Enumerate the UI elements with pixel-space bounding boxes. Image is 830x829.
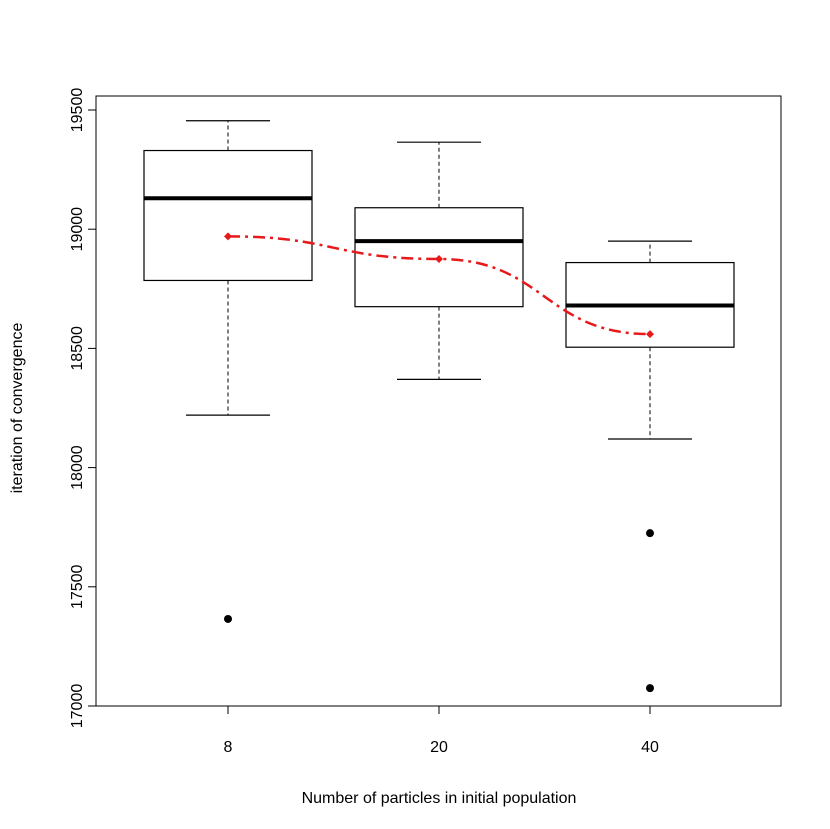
mean-line bbox=[227, 235, 651, 336]
axes-layer: 17000 17500 18000 18500 19000 19500 8 20 40 bbox=[69, 88, 659, 756]
x-tick-label: 20 bbox=[430, 739, 448, 756]
y-tick-label: 19500 bbox=[69, 88, 86, 133]
box-group-8 bbox=[143, 120, 313, 623]
x-axis-title: Number of particles in initial populatio… bbox=[302, 790, 577, 807]
box-iqr bbox=[143, 149, 313, 282]
mean-point bbox=[646, 330, 654, 339]
outlier-point bbox=[646, 684, 654, 693]
mean-point bbox=[224, 232, 232, 241]
y-axis-title: iteration of convergence bbox=[9, 323, 26, 494]
y-tick-label: 17000 bbox=[69, 684, 86, 729]
box-group-40 bbox=[565, 240, 735, 693]
mean-point bbox=[435, 255, 443, 263]
outlier-point bbox=[224, 614, 232, 623]
outlier-point bbox=[646, 529, 654, 538]
y-tick-label: 17500 bbox=[69, 564, 86, 609]
y-tick-label: 18000 bbox=[69, 445, 86, 490]
mean-line-layer bbox=[224, 232, 654, 339]
boxes-layer bbox=[143, 120, 735, 693]
y-tick-label: 19000 bbox=[69, 207, 86, 252]
y-tick-label: 18500 bbox=[69, 326, 86, 371]
x-tick-label: 8 bbox=[224, 739, 233, 756]
x-tick-label: 40 bbox=[641, 739, 659, 756]
